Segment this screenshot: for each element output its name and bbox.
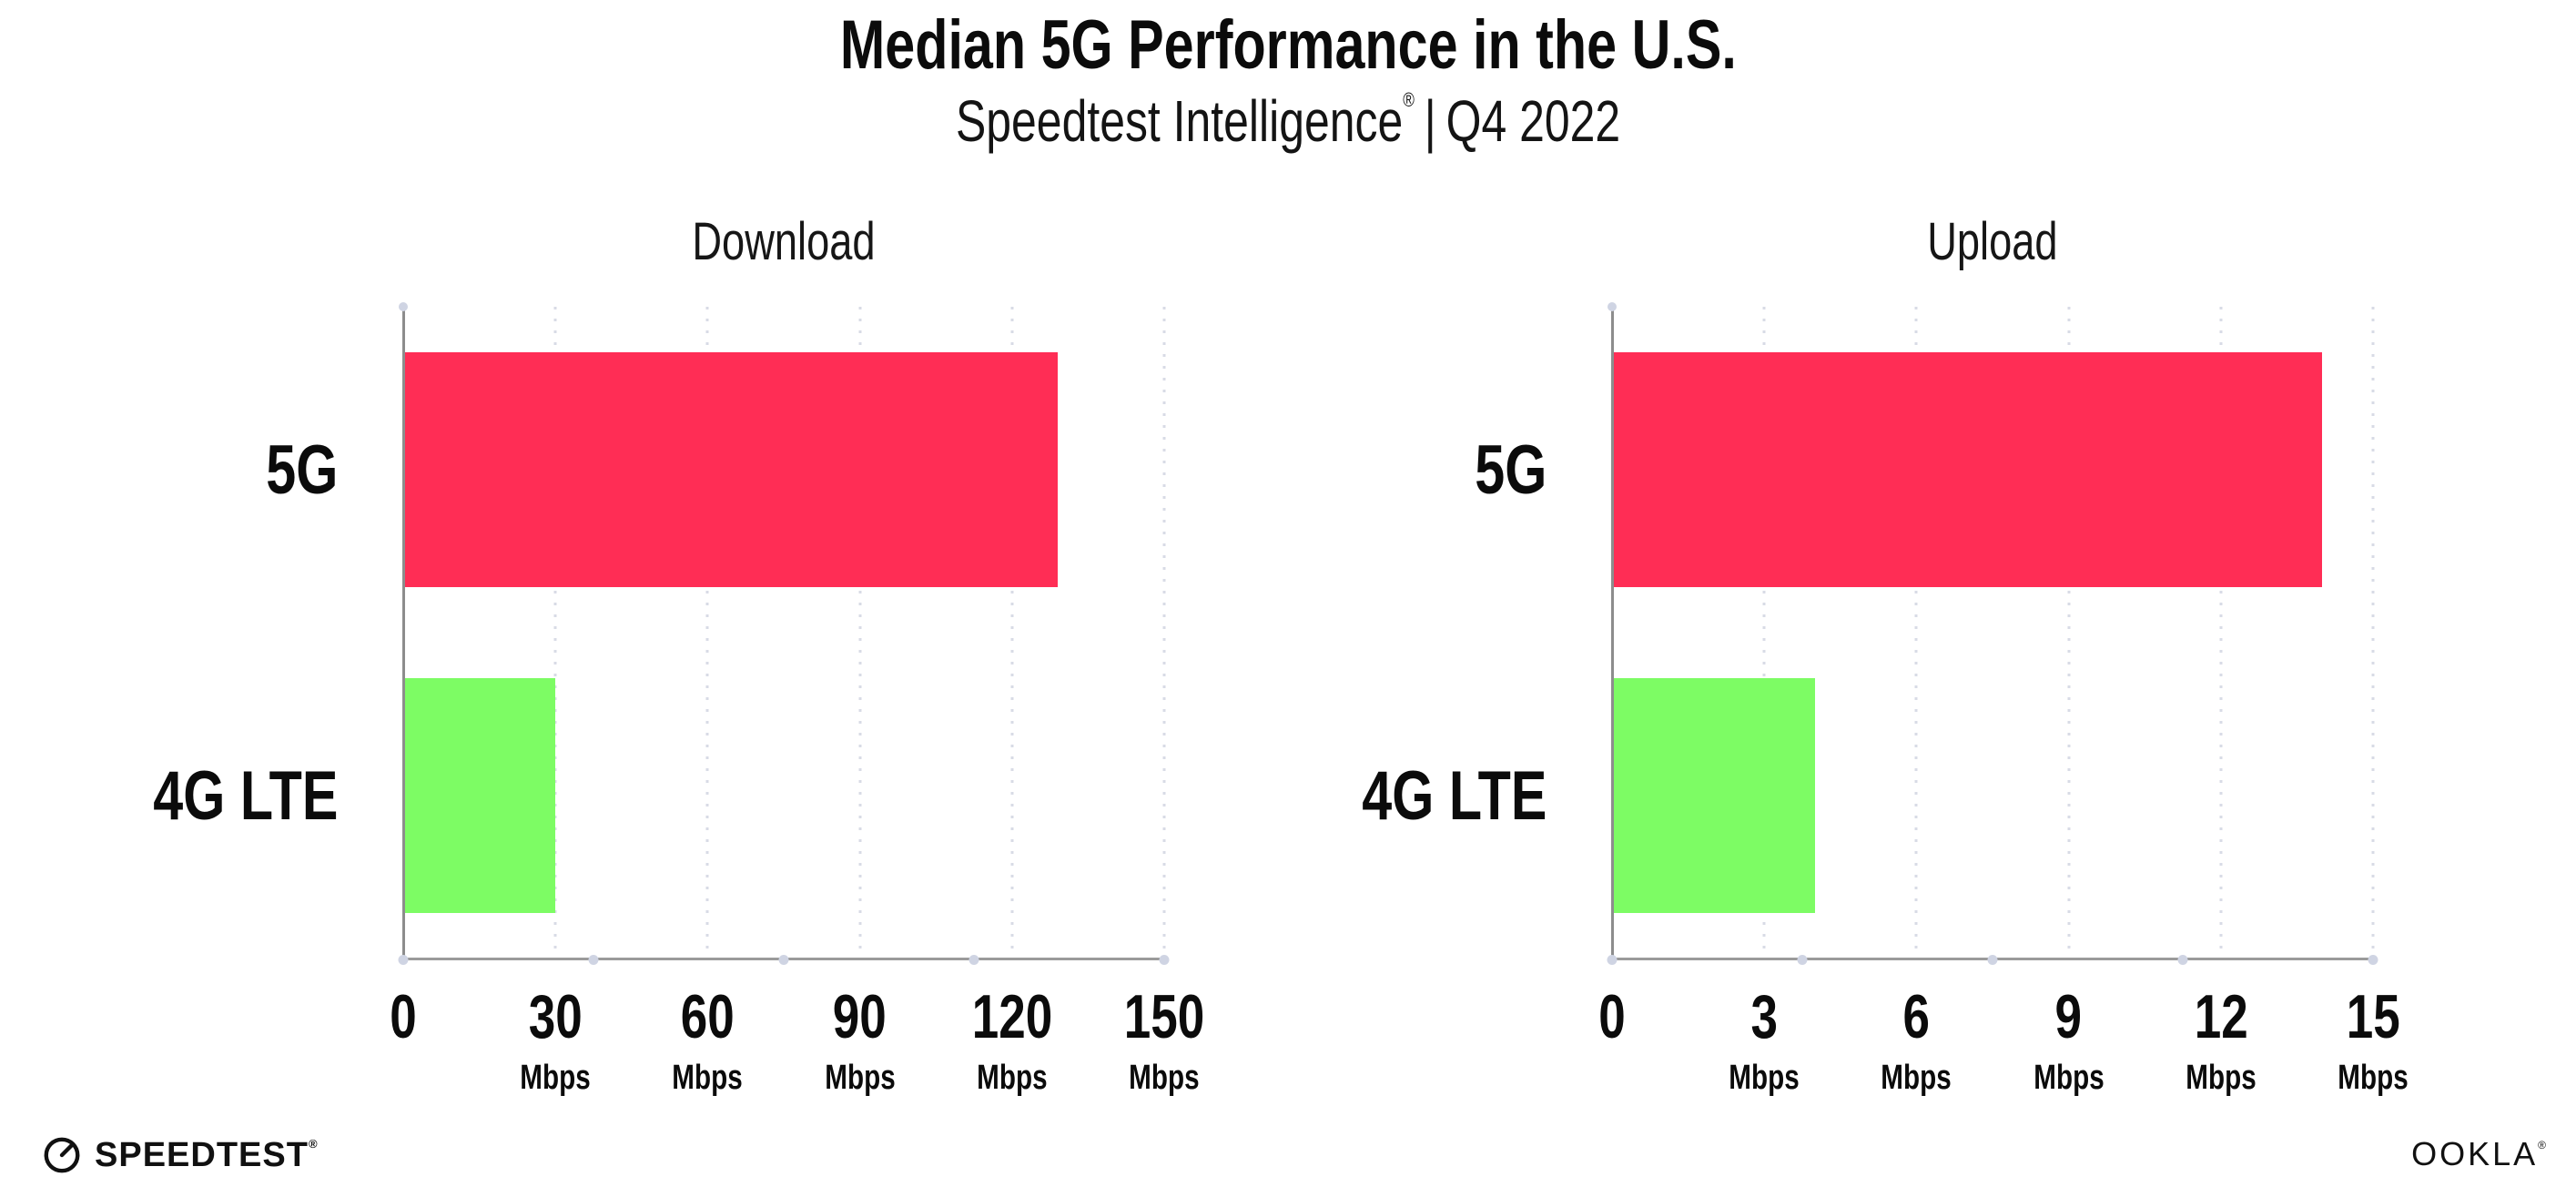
y-axis-line xyxy=(1611,307,1614,959)
page-subtitle: Speedtest Intelligence® | Q4 2022 xyxy=(0,87,2576,155)
gridline xyxy=(1914,307,1918,959)
ookla-registered-icon: ® xyxy=(2538,1139,2549,1151)
baseline-dot xyxy=(1987,955,1998,965)
category-label: 5G xyxy=(36,307,370,633)
tick-number: 150 xyxy=(1123,982,1205,1051)
tick-number: 3 xyxy=(1750,982,1778,1051)
tick-number: 60 xyxy=(680,982,735,1051)
bar-5g xyxy=(403,352,1058,587)
tick-number: 30 xyxy=(528,982,583,1051)
tick-unit: Mbps xyxy=(2338,1059,2409,1097)
x-tick-label: 3 Mbps xyxy=(1719,986,1810,1095)
gridline xyxy=(553,307,557,959)
tick-unit: Mbps xyxy=(520,1059,591,1097)
category-label-text: 4G LTE xyxy=(152,756,338,835)
x-tick-label: 60 Mbps xyxy=(663,986,753,1095)
gridline xyxy=(1162,307,1166,959)
tick-number: 120 xyxy=(971,982,1053,1051)
tick-number: 0 xyxy=(390,982,417,1051)
x-tick-label: 0 xyxy=(386,986,421,1095)
subtitle-brand: Speedtest Intelligence xyxy=(955,88,1404,154)
download-chart-title: Download xyxy=(403,211,1164,272)
gridline xyxy=(705,307,709,959)
tick-unit: Mbps xyxy=(2033,1059,2104,1097)
tick-number: 9 xyxy=(2054,982,2083,1051)
y-axis-line xyxy=(402,307,405,959)
bar-row xyxy=(1612,307,2373,633)
baseline-dot xyxy=(398,955,409,965)
tick-unit: Mbps xyxy=(977,1059,1048,1097)
baseline-dot xyxy=(1159,955,1170,965)
upload-plot-area: 0 3 Mbps 6 Mbps 9 Mbps 12 Mbps 15 Mbps xyxy=(1598,302,2409,1095)
ookla-logo: OOKLA® xyxy=(2411,1135,2549,1173)
bar-4g-lte xyxy=(403,678,556,913)
category-label-text: 5G xyxy=(1474,431,1547,509)
bar-row xyxy=(1612,633,2373,959)
x-tick-label: 15 Mbps xyxy=(2328,986,2418,1095)
x-tick-label: 90 Mbps xyxy=(815,986,905,1095)
x-tick-label: 150 Mbps xyxy=(1112,986,1215,1095)
axis-top-dot xyxy=(1607,302,1617,311)
speedtest-registered-icon: ® xyxy=(308,1136,319,1151)
gridline xyxy=(2219,307,2223,959)
gridline xyxy=(1762,307,1766,959)
x-tick-label: 6 Mbps xyxy=(1871,986,1962,1095)
x-tick-label: 120 Mbps xyxy=(960,986,1063,1095)
tick-number: 15 xyxy=(2346,982,2400,1051)
category-label: 4G LTE xyxy=(36,633,370,959)
category-label: 5G xyxy=(1245,307,1579,633)
tick-number: 6 xyxy=(1902,982,1931,1051)
tick-number: 12 xyxy=(2194,982,2248,1051)
tick-unit: Mbps xyxy=(1129,1059,1200,1097)
upload-chart: Upload 0 3 Mbps 6 Mbps 9 Mbps 12 Mbps 15 Mbps 5G 4G… xyxy=(1245,212,2409,1095)
speedtest-gauge-icon xyxy=(44,1137,80,1173)
baseline-dot xyxy=(588,955,599,965)
speedtest-wordmark: SPEEDTEST® xyxy=(95,1136,319,1175)
tick-number: 0 xyxy=(1598,982,1626,1051)
category-label-text: 5G xyxy=(265,431,338,509)
tick-unit: Mbps xyxy=(672,1059,744,1097)
baseline-dot xyxy=(2177,955,2188,965)
tick-unit: Mbps xyxy=(824,1059,896,1097)
tick-unit: Mbps xyxy=(1881,1059,1952,1097)
upload-chart-title: Upload xyxy=(1612,211,2373,272)
baseline-dot xyxy=(778,955,789,965)
ookla-wordmark-text: OOKLA xyxy=(2411,1135,2539,1172)
download-chart: Download 0 30 Mbps 60 Mbps 90 Mbps 120 Mbps 150 Mb… xyxy=(36,212,1204,1095)
download-chart-title-text: Download xyxy=(692,212,876,271)
gridline xyxy=(2067,307,2071,959)
bar-4g-lte xyxy=(1612,678,1815,913)
category-label: 4G LTE xyxy=(1245,633,1579,959)
subtitle-separator: | xyxy=(1424,88,1436,154)
download-plot-area: 0 30 Mbps 60 Mbps 90 Mbps 120 Mbps 150 Mbps xyxy=(390,302,1204,1095)
x-tick-label: 0 xyxy=(1595,986,1629,1095)
subtitle-period: Q4 2022 xyxy=(1445,88,1621,154)
tick-unit: Mbps xyxy=(1729,1059,1800,1097)
gridline xyxy=(1010,307,1014,959)
page-title: Median 5G Performance in the U.S. xyxy=(0,5,2576,85)
axis-top-dot xyxy=(399,302,408,311)
gridline xyxy=(2371,307,2375,959)
upload-chart-title-text: Upload xyxy=(1927,212,2058,271)
gridline xyxy=(858,307,862,959)
bar-5g xyxy=(1612,352,2323,587)
tick-unit: Mbps xyxy=(2186,1059,2257,1097)
bar-row xyxy=(403,633,1164,959)
x-tick-label: 9 Mbps xyxy=(2023,986,2114,1095)
x-tick-label: 30 Mbps xyxy=(511,986,601,1095)
category-label-text: 4G LTE xyxy=(1361,756,1547,835)
baseline-dot xyxy=(1797,955,1808,965)
baseline-dot xyxy=(969,955,979,965)
speedtest-wordmark-text: SPEEDTEST xyxy=(95,1135,309,1174)
registered-trademark-icon: ® xyxy=(1403,88,1415,111)
page-title-text: Median 5G Performance in the U.S. xyxy=(839,6,1737,84)
bar-row xyxy=(403,307,1164,633)
baseline-dot xyxy=(2368,955,2378,965)
x-tick-label: 12 Mbps xyxy=(2175,986,2266,1095)
speedtest-logo: SPEEDTEST® xyxy=(42,1133,319,1177)
baseline-dot xyxy=(1607,955,1618,965)
tick-number: 90 xyxy=(833,982,887,1051)
page-subtitle-text: Speedtest Intelligence® | Q4 2022 xyxy=(956,87,1620,155)
